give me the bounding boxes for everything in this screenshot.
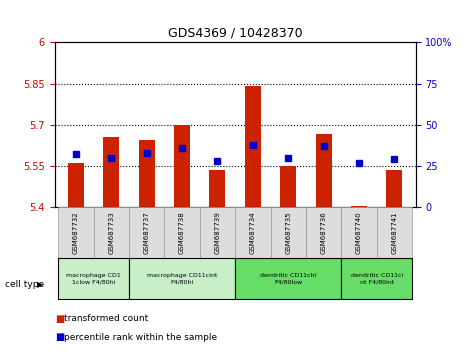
- Text: GSM687733: GSM687733: [108, 211, 114, 254]
- Text: ■: ■: [55, 332, 64, 342]
- Text: dendritic CD11ci
nt F4/80int: dendritic CD11ci nt F4/80int: [351, 273, 403, 284]
- Text: ■: ■: [55, 314, 64, 324]
- Bar: [351, 206, 367, 207]
- Bar: [271, 207, 306, 258]
- Bar: [200, 207, 235, 258]
- Bar: [280, 166, 296, 207]
- Bar: [235, 207, 271, 258]
- Text: GSM687741: GSM687741: [391, 211, 398, 254]
- Bar: [58, 258, 129, 299]
- Bar: [58, 207, 94, 258]
- Bar: [174, 125, 190, 207]
- Bar: [306, 207, 342, 258]
- Bar: [342, 258, 412, 299]
- Text: GSM687739: GSM687739: [214, 211, 220, 254]
- Bar: [316, 135, 332, 207]
- Text: GSM687735: GSM687735: [285, 211, 291, 254]
- Text: GSM687737: GSM687737: [143, 211, 150, 254]
- Text: GSM687734: GSM687734: [250, 211, 256, 254]
- Text: GSM687736: GSM687736: [321, 211, 327, 254]
- Bar: [387, 170, 402, 207]
- Bar: [245, 86, 261, 207]
- Bar: [94, 207, 129, 258]
- Bar: [342, 207, 377, 258]
- Bar: [235, 258, 342, 299]
- Text: transformed count: transformed count: [64, 314, 148, 323]
- Text: macrophage CD11cint
F4/80hi: macrophage CD11cint F4/80hi: [147, 273, 217, 284]
- Bar: [129, 258, 235, 299]
- Text: dendritic CD11chi
F4/80low: dendritic CD11chi F4/80low: [260, 273, 316, 284]
- Title: GDS4369 / 10428370: GDS4369 / 10428370: [168, 27, 303, 40]
- Bar: [209, 170, 226, 207]
- Bar: [129, 207, 164, 258]
- Text: cell type: cell type: [5, 280, 44, 290]
- Text: GSM687740: GSM687740: [356, 211, 362, 254]
- Bar: [139, 140, 154, 207]
- Text: ▶: ▶: [37, 280, 43, 290]
- Text: percentile rank within the sample: percentile rank within the sample: [64, 332, 217, 342]
- Bar: [103, 137, 119, 207]
- Text: macrophage CD1
1clow F4/80hi: macrophage CD1 1clow F4/80hi: [66, 273, 121, 284]
- Text: GSM687732: GSM687732: [73, 211, 79, 254]
- Bar: [377, 207, 412, 258]
- Bar: [68, 163, 84, 207]
- Text: GSM687738: GSM687738: [179, 211, 185, 254]
- Bar: [164, 207, 200, 258]
